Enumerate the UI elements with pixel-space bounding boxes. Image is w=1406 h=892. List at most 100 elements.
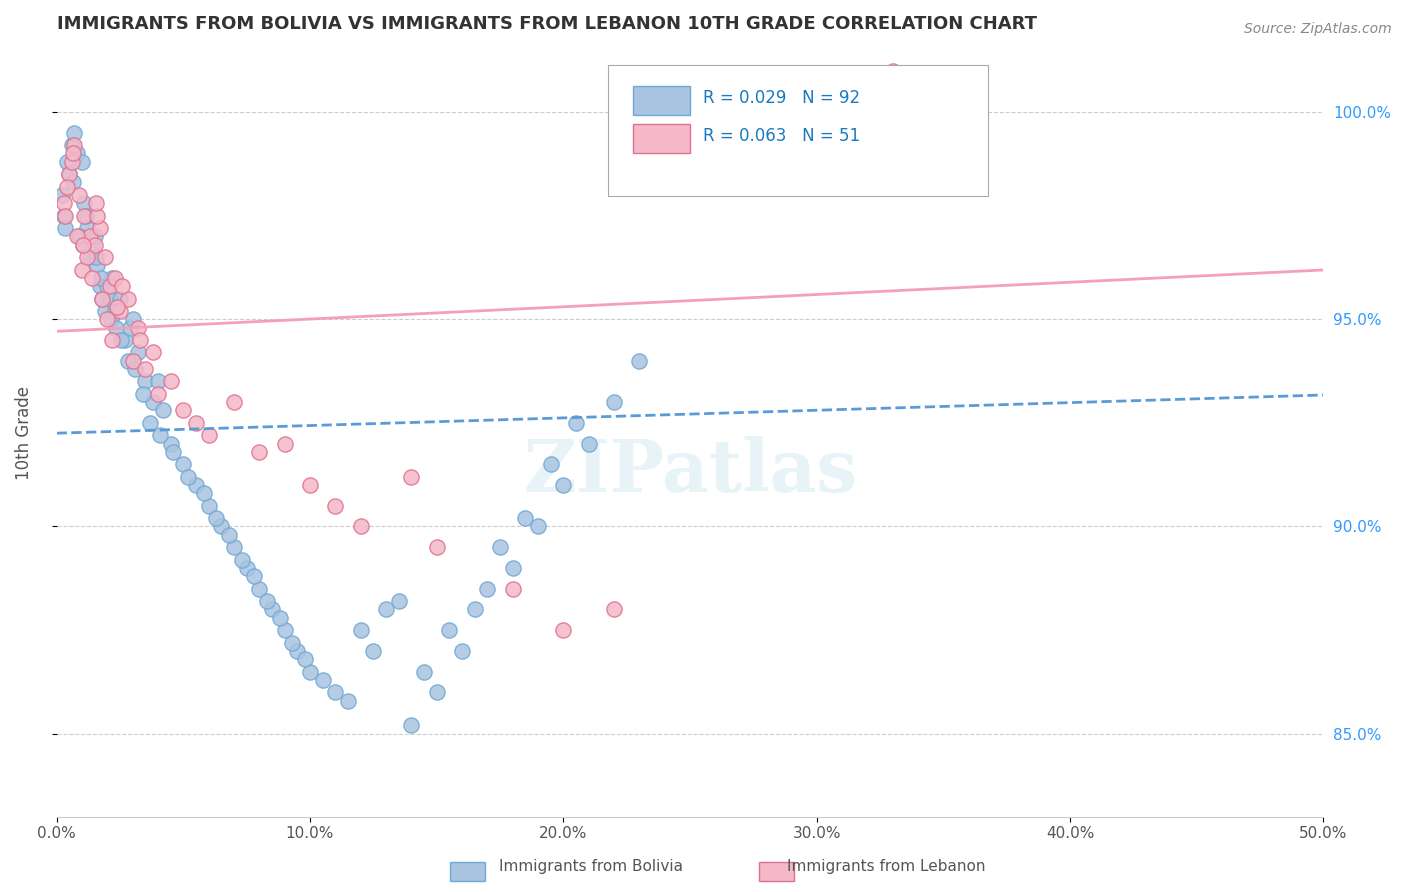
Point: [75, 209, 97, 223]
Point: [298, 478, 321, 492]
Text: ZIPatlas: ZIPatlas: [523, 436, 858, 507]
Point: [142, 345, 165, 359]
Point: [222, 395, 245, 409]
FancyBboxPatch shape: [759, 862, 794, 881]
Point: [110, 333, 132, 347]
Point: [105, 320, 128, 334]
Point: [84, 250, 107, 264]
Point: [67, 229, 90, 244]
Point: [104, 304, 127, 318]
Point: [628, 353, 651, 368]
Text: R = 0.063   N = 51: R = 0.063 N = 51: [703, 128, 859, 145]
Point: [388, 594, 411, 608]
Point: [172, 458, 194, 472]
Point: [121, 312, 143, 326]
Point: [349, 519, 371, 533]
Point: [51, 187, 73, 202]
Point: [121, 353, 143, 368]
Point: [129, 333, 152, 347]
Point: [104, 270, 127, 285]
Point: [55, 154, 77, 169]
Point: [72, 237, 94, 252]
Point: [146, 375, 169, 389]
Point: [60, 154, 83, 169]
Point: [565, 416, 588, 430]
Point: [184, 416, 207, 430]
Point: [62, 176, 84, 190]
Point: [58, 167, 80, 181]
Point: [489, 540, 512, 554]
Point: [90, 270, 112, 285]
Y-axis label: 10th Grade: 10th Grade: [15, 386, 32, 480]
Text: Immigrants from Lebanon: Immigrants from Lebanon: [786, 859, 986, 874]
Point: [294, 652, 316, 666]
Point: [117, 292, 139, 306]
Point: [98, 279, 121, 293]
Point: [66, 146, 89, 161]
Point: [53, 196, 76, 211]
Point: [243, 569, 266, 583]
Point: [527, 519, 550, 533]
Point: [184, 478, 207, 492]
Point: [76, 221, 98, 235]
Point: [273, 623, 295, 637]
Point: [89, 279, 111, 293]
Point: [70, 154, 93, 169]
Point: [63, 126, 86, 140]
Point: [439, 623, 461, 637]
Point: [73, 196, 96, 211]
FancyBboxPatch shape: [633, 124, 690, 153]
Text: R = 0.029   N = 92: R = 0.029 N = 92: [703, 89, 859, 107]
Point: [256, 594, 278, 608]
Point: [79, 250, 101, 264]
Point: [298, 665, 321, 679]
Point: [193, 486, 215, 500]
Point: [73, 209, 96, 223]
Point: [83, 229, 105, 244]
Point: [134, 375, 156, 389]
Point: [53, 209, 76, 223]
Point: [152, 403, 174, 417]
Point: [132, 387, 155, 401]
Point: [413, 665, 436, 679]
Point: [361, 644, 384, 658]
Point: [101, 270, 124, 285]
Point: [80, 270, 103, 285]
FancyBboxPatch shape: [633, 86, 690, 115]
Point: [553, 623, 575, 637]
Point: [197, 428, 219, 442]
Point: [96, 312, 118, 326]
Point: [540, 458, 562, 472]
Point: [55, 179, 77, 194]
Point: [114, 333, 136, 347]
Point: [120, 320, 142, 334]
Point: [285, 644, 308, 658]
Point: [80, 237, 103, 252]
Point: [93, 250, 115, 264]
Point: [117, 353, 139, 368]
Point: [247, 445, 270, 459]
Point: [159, 436, 181, 450]
Point: [553, 478, 575, 492]
Point: [323, 499, 346, 513]
Text: Immigrants from Bolivia: Immigrants from Bolivia: [499, 859, 682, 874]
Point: [76, 250, 98, 264]
Point: [96, 279, 118, 293]
Point: [89, 221, 111, 235]
Point: [62, 146, 84, 161]
Point: [401, 469, 423, 483]
Point: [63, 138, 86, 153]
Point: [426, 685, 449, 699]
Point: [247, 582, 270, 596]
Point: [101, 333, 124, 347]
Point: [336, 693, 359, 707]
FancyBboxPatch shape: [607, 65, 987, 195]
Point: [426, 540, 449, 554]
Point: [127, 320, 149, 334]
Point: [502, 561, 524, 575]
Point: [60, 138, 83, 153]
Point: [273, 436, 295, 450]
Point: [603, 395, 626, 409]
Point: [139, 416, 162, 430]
Point: [502, 582, 524, 596]
